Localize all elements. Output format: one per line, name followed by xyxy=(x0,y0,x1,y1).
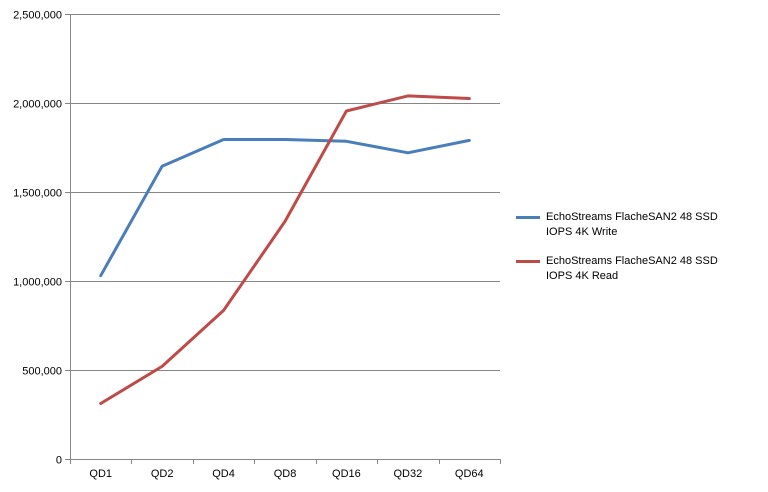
x-axis-ticks: QD1 QD2 QD4 QD8 QD16 QD32 QD64 xyxy=(70,459,501,480)
y-tick-label: 1,500,000 xyxy=(13,188,62,200)
x-tick-label: QD4 xyxy=(212,468,235,480)
series-line-read xyxy=(99,94,471,405)
y-tick-label: 500,000 xyxy=(22,366,62,378)
x-tick-label: QD8 xyxy=(274,468,297,480)
legend-swatch-read xyxy=(516,260,540,263)
legend-item-write: EchoStreams FlacheSAN2 48 SSD IOPS 4K Wr… xyxy=(516,210,756,240)
legend-item-read: EchoStreams FlacheSAN2 48 SSD IOPS 4K Re… xyxy=(516,254,756,284)
y-tick-label: 2,500,000 xyxy=(13,10,62,22)
legend-swatch-write xyxy=(516,216,540,219)
axes xyxy=(70,14,500,460)
y-tick-label: 0 xyxy=(56,455,62,467)
gridlines xyxy=(70,14,500,371)
x-tick-label: QD64 xyxy=(455,468,484,480)
x-tick-label: QD16 xyxy=(332,468,361,480)
legend: EchoStreams FlacheSAN2 48 SSD IOPS 4K Wr… xyxy=(516,210,756,298)
series-lines xyxy=(99,94,471,405)
x-tick-label: QD32 xyxy=(393,468,422,480)
x-tick-label: QD1 xyxy=(89,468,112,480)
series-line-write xyxy=(99,138,471,278)
y-tick-label: 2,000,000 xyxy=(13,99,62,111)
x-tick-label: QD2 xyxy=(151,468,174,480)
y-axis-ticks: 0 500,000 1,000,000 1,500,000 2,000,000 2,500… xyxy=(13,10,70,467)
legend-label-read: EchoStreams FlacheSAN2 48 SSD IOPS 4K Re… xyxy=(546,255,718,282)
legend-label-write: EchoStreams FlacheSAN2 48 SSD IOPS 4K Wr… xyxy=(546,211,718,238)
y-tick-label: 1,000,000 xyxy=(13,277,62,289)
